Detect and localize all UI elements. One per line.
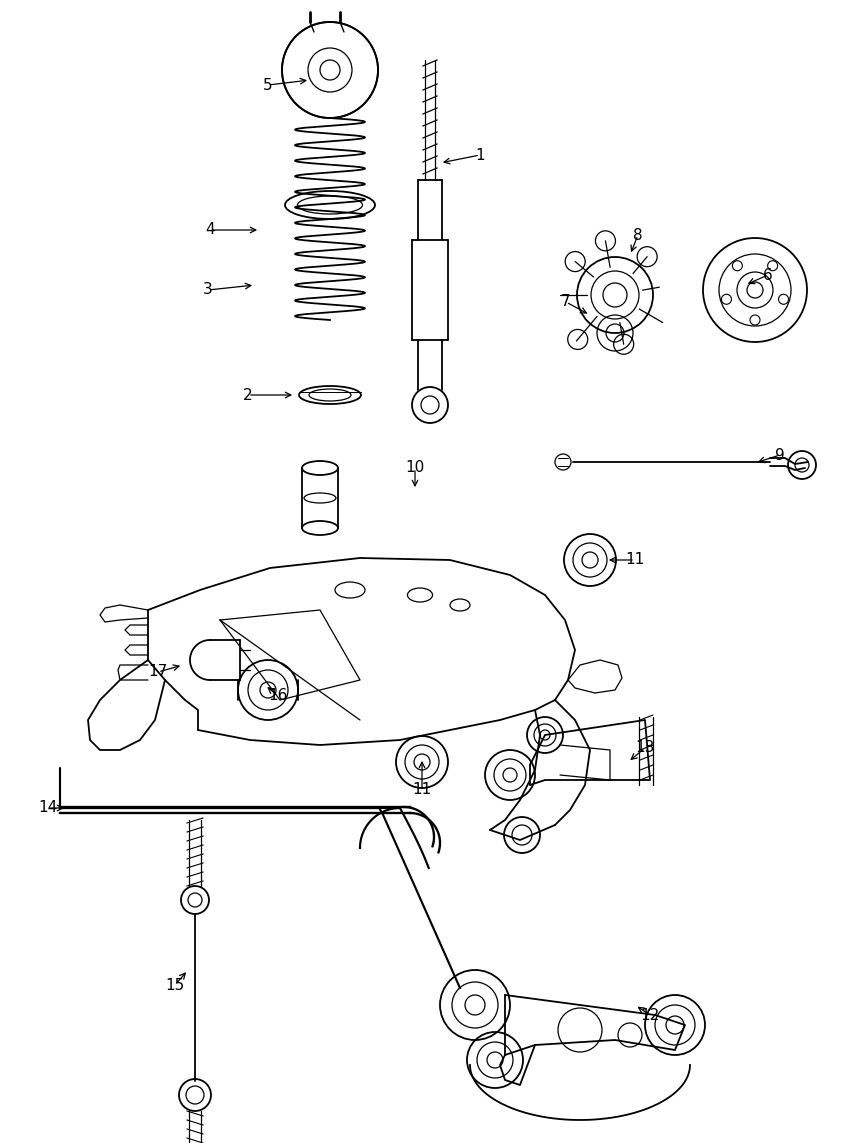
Text: 10: 10 xyxy=(405,461,425,475)
Text: 11: 11 xyxy=(412,783,432,798)
Text: 3: 3 xyxy=(204,282,213,297)
Text: 12: 12 xyxy=(640,1007,660,1023)
Text: 11: 11 xyxy=(625,552,644,568)
Text: 6: 6 xyxy=(763,267,773,282)
Text: 9: 9 xyxy=(775,448,785,463)
Text: 8: 8 xyxy=(633,227,643,242)
Text: 4: 4 xyxy=(205,223,215,238)
Text: 17: 17 xyxy=(148,664,168,679)
Text: 2: 2 xyxy=(243,387,253,402)
Text: 5: 5 xyxy=(263,78,273,93)
Text: 1: 1 xyxy=(475,147,485,162)
Text: 15: 15 xyxy=(165,977,185,992)
Text: 7: 7 xyxy=(561,295,571,310)
Text: 14: 14 xyxy=(38,800,58,815)
Text: 16: 16 xyxy=(268,688,287,703)
Text: 13: 13 xyxy=(635,741,655,756)
